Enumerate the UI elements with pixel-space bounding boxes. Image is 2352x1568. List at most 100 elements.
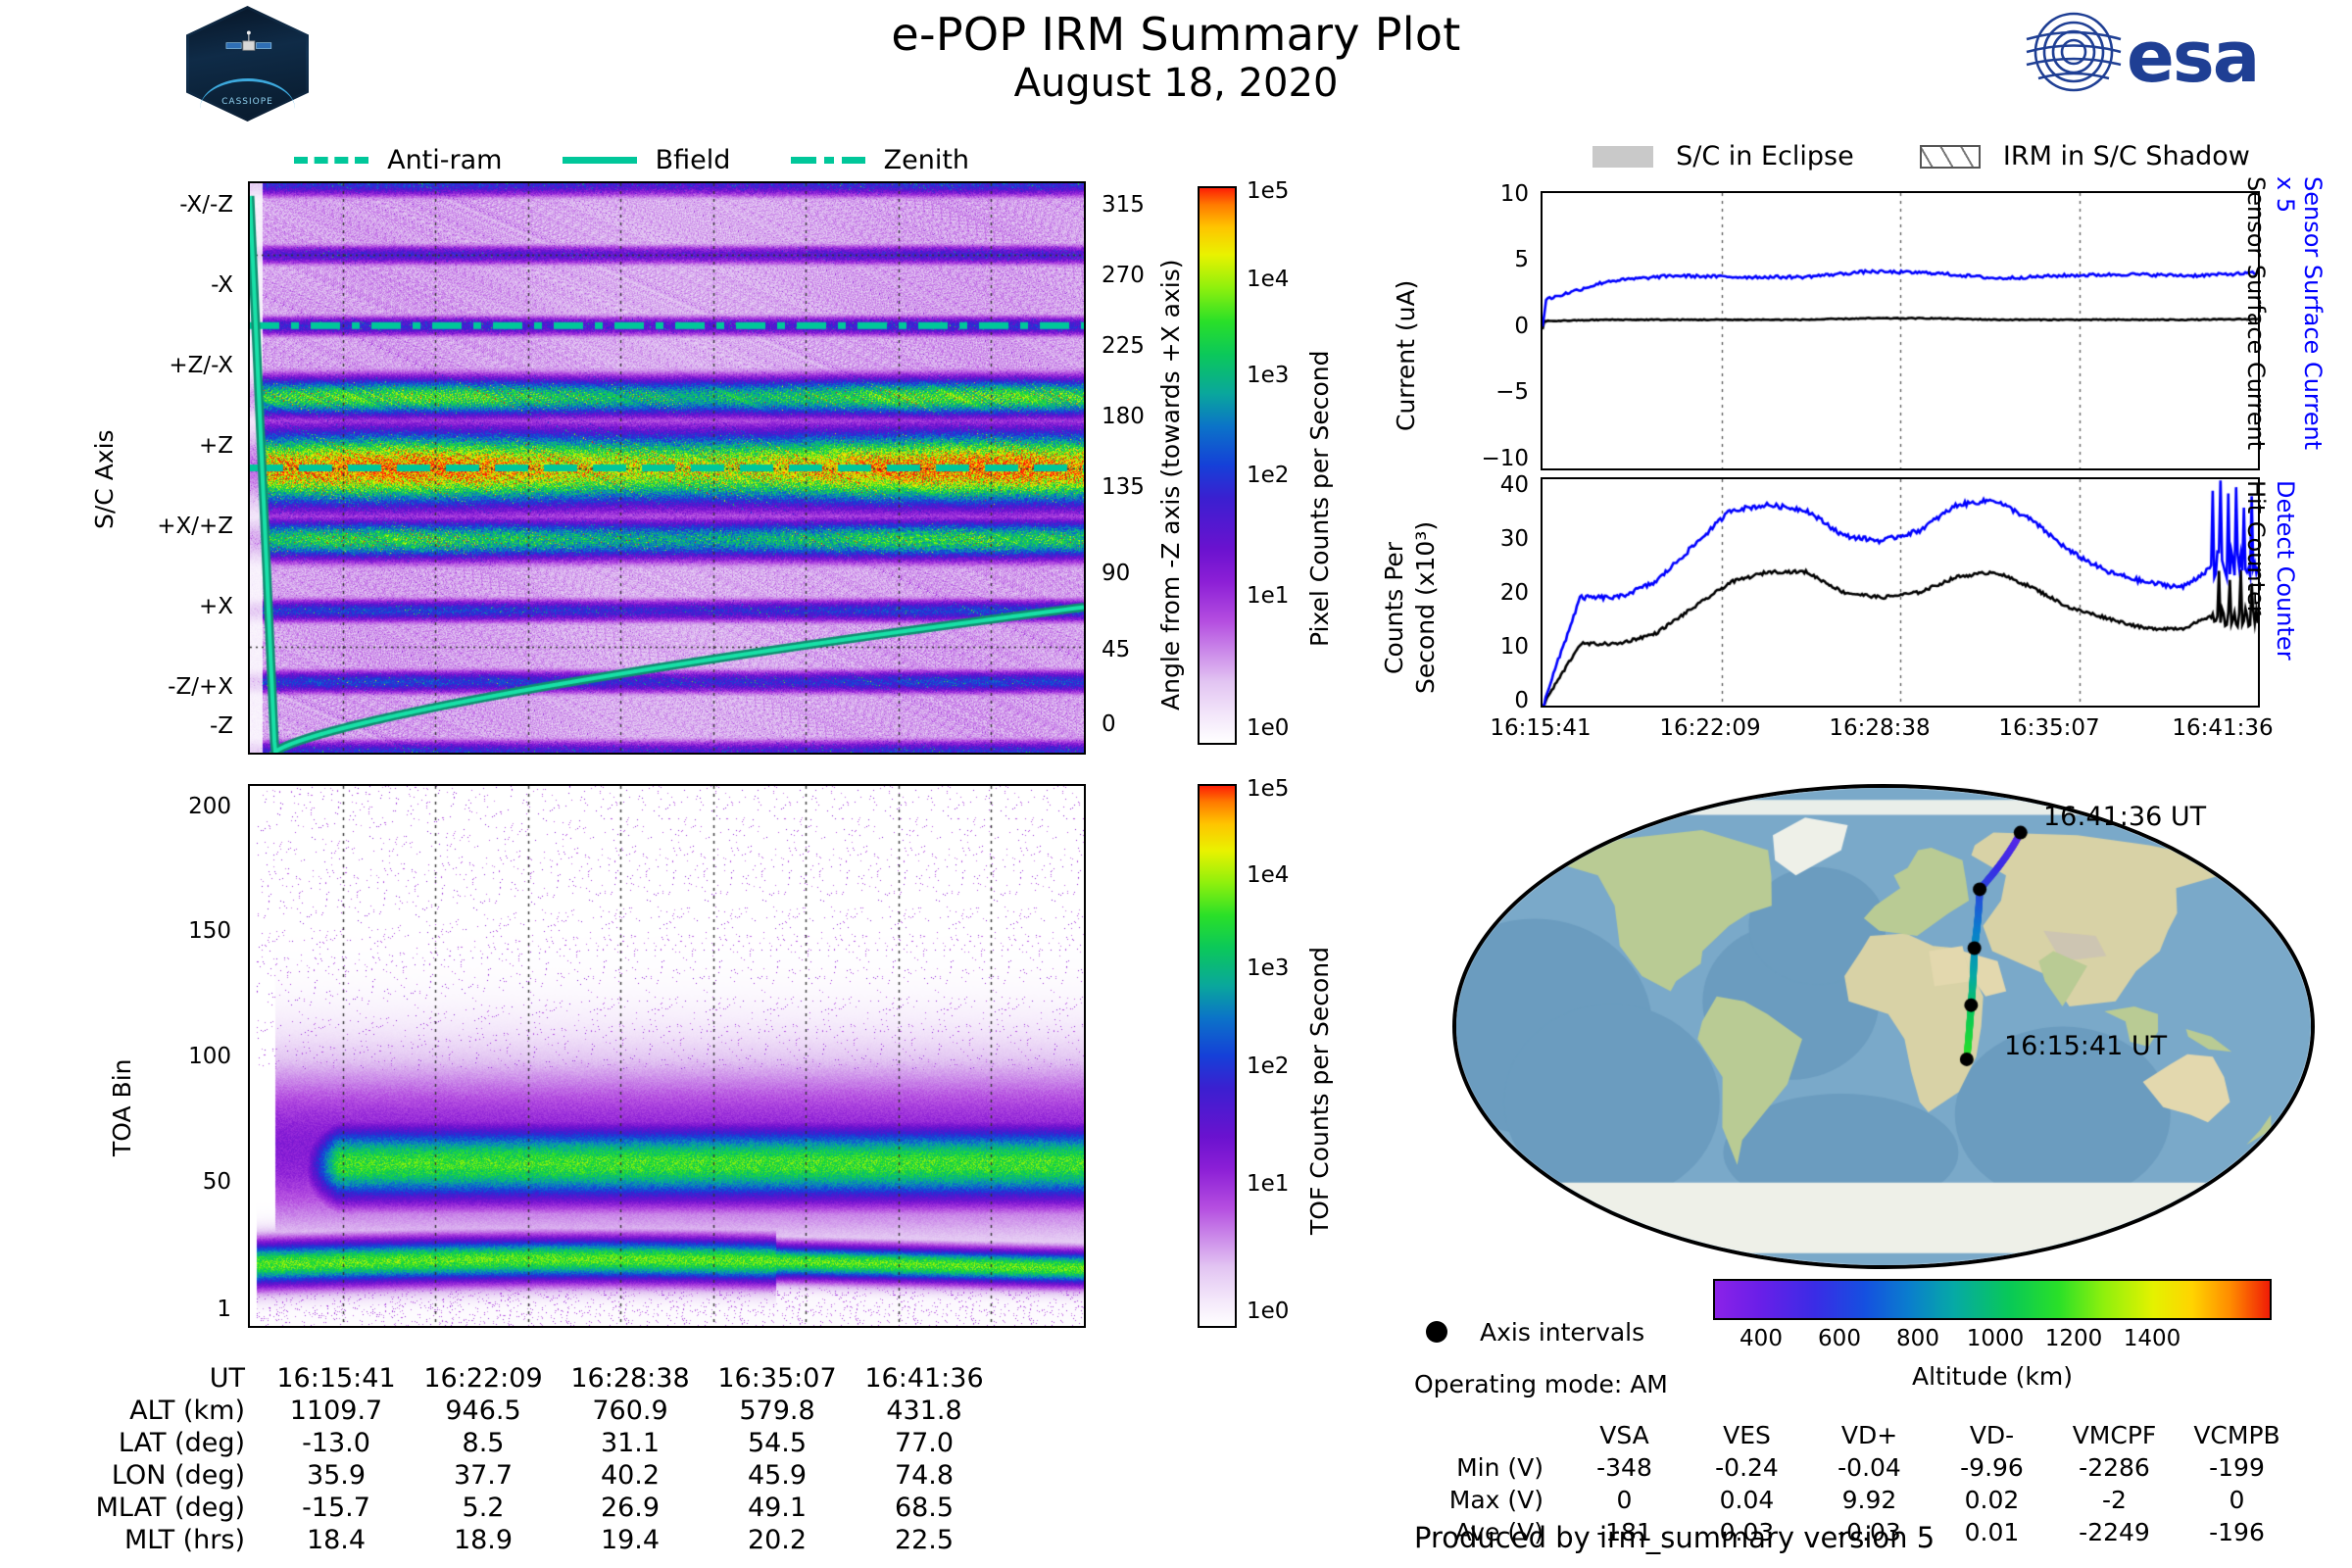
cell-ut-4: 16:41:36 [864, 1363, 984, 1394]
pixel-cbar-tick-1: 1e4 [1247, 267, 1290, 292]
table-row: LAT (deg) -13.0 8.5 31.1 54.5 77.0 [59, 1427, 998, 1459]
cell-mlt-3: 20.2 [747, 1525, 808, 1555]
cell-lat-2: 31.1 [600, 1428, 661, 1458]
cell-max-vsa: 0 [1616, 1486, 1633, 1514]
pixel-colorbar-label: Pixel Counts per Second [1305, 350, 1334, 647]
ground-track-map[interactable] [1452, 784, 2315, 1269]
cell-ut-3: 16:35:07 [717, 1363, 837, 1394]
current-ytick-4: −10 [1481, 446, 1529, 471]
sc-axis-right-tick-2: 225 [1102, 333, 1145, 359]
current-right-label-black: Sensor Surface Current [2242, 176, 2270, 451]
counts-xtick-4: 16:41:36 [2172, 715, 2274, 741]
toa-ytick-1: 150 [188, 918, 231, 944]
cell-lat-3: 54.5 [747, 1428, 808, 1458]
current-plot[interactable] [1541, 191, 2260, 470]
cassiope-logo: CASSIOPE [186, 6, 309, 122]
counts-ytick-2: 20 [1499, 580, 1529, 606]
satellite-icon [225, 30, 272, 51]
cell-ut-1: 16:22:09 [423, 1363, 543, 1394]
col-vsa: VSA [1599, 1421, 1649, 1449]
sc-axis-ytick-6: -Z/+X [168, 674, 233, 700]
row-label-mlt: MLT (hrs) [123, 1525, 245, 1555]
altitude-colorbar [1713, 1279, 2272, 1320]
col-vmcpf: VMCPF [2072, 1421, 2157, 1449]
sc-axis-ytick-7: -Z [209, 713, 233, 739]
cell-alt-3: 579.8 [739, 1396, 815, 1426]
current-ytick-2: 0 [1514, 314, 1529, 339]
counts-xtick-3: 16:35:07 [1998, 715, 2100, 741]
current-ytick-3: −5 [1495, 379, 1529, 405]
col-vdplus: VD+ [1840, 1421, 1898, 1449]
table-row: Max (V) 0 0.04 9.92 0.02 -2 0 [1411, 1484, 2298, 1516]
row-label-lat: LAT (deg) [118, 1428, 245, 1458]
cell-mlt-1: 18.9 [453, 1525, 514, 1555]
voltage-table: VSA VES VD+ VD- VMCPF VCMPB Min (V) -348… [1411, 1419, 2298, 1548]
cell-ave-ves: 0.03 [1719, 1518, 1775, 1546]
esa-logo-text: esa [2127, 16, 2260, 98]
cell-max-vdplus: 9.92 [1841, 1486, 1897, 1514]
alt-cbar-tick-1: 600 [1818, 1326, 1861, 1351]
esa-emblem-icon [2026, 12, 2122, 92]
bfield-line-swatch [562, 157, 637, 164]
toa-ylabel: TOA Bin [108, 1058, 136, 1157]
sc-axis-right-tick-5: 90 [1102, 561, 1131, 586]
operating-mode-label: Operating mode: AM [1414, 1370, 1668, 1398]
cell-mlat-3: 49.1 [747, 1493, 808, 1523]
current-right-label-blue: Sensor Surface Current x 5 [2272, 176, 2327, 451]
toa-ytick-2: 100 [188, 1044, 231, 1069]
cell-mlat-2: 26.9 [600, 1493, 661, 1523]
cell-ave-vmcpf: -2249 [2079, 1518, 2150, 1546]
alt-cbar-tick-0: 400 [1740, 1326, 1783, 1351]
sc-axis-right-tick-6: 45 [1102, 637, 1131, 662]
altitude-colorbar-label: Altitude (km) [1912, 1362, 2073, 1391]
sc-axis-spectrogram[interactable] [248, 181, 1086, 755]
sc-axis-ytick-4: +X/+Z [157, 514, 233, 539]
col-vcmpb: VCMPB [2193, 1421, 2280, 1449]
cell-max-ves: 0.04 [1719, 1486, 1775, 1514]
tof-cbar-tick-2: 1e3 [1247, 956, 1290, 981]
zenith-line-swatch [790, 157, 865, 164]
shadow-hatch-swatch-icon [1919, 144, 1981, 169]
counts-xtick-2: 16:28:38 [1829, 715, 1931, 741]
table-row: ALT (km) 1109.7 946.5 760.9 579.8 431.8 [59, 1395, 998, 1427]
table-header-row: VSA VES VD+ VD- VMCPF VCMPB [1411, 1419, 2298, 1451]
cell-lon-1: 37.7 [453, 1460, 514, 1491]
tof-cbar-tick-3: 1e2 [1247, 1054, 1290, 1079]
cell-lon-3: 45.9 [747, 1460, 808, 1491]
tof-cbar-tick-5: 1e0 [1247, 1298, 1290, 1324]
counts-ylabel-line2: Second (x10³) [1411, 520, 1440, 695]
sc-axis-ytick-5: +X [198, 594, 233, 619]
row-label-min: Min (V) [1456, 1453, 1544, 1482]
counts-xtick-0: 16:15:41 [1490, 715, 1592, 741]
cell-lon-2: 40.2 [600, 1460, 661, 1491]
pixel-cbar-tick-2: 1e3 [1247, 363, 1290, 388]
counts-ytick-1: 30 [1499, 526, 1529, 552]
cell-min-vdplus: -0.04 [1838, 1453, 1901, 1482]
cell-ut-0: 16:15:41 [276, 1363, 396, 1394]
row-label-alt: ALT (km) [129, 1396, 245, 1426]
alt-cbar-tick-2: 800 [1896, 1326, 1939, 1351]
cell-min-vsa: -348 [1596, 1453, 1652, 1482]
cell-alt-1: 946.5 [445, 1396, 521, 1426]
toa-bin-spectrogram[interactable] [248, 784, 1086, 1328]
row-label-max: Max (V) [1448, 1486, 1544, 1514]
tof-cbar-tick-0: 1e5 [1247, 776, 1290, 802]
counts-plot[interactable] [1541, 477, 2260, 708]
legend-label-zenith: Zenith [883, 145, 970, 175]
counts-ytick-0: 40 [1499, 472, 1529, 498]
cell-lat-0: -13.0 [302, 1428, 370, 1458]
legend-label-eclipse: S/C in Eclipse [1676, 141, 1854, 172]
cell-max-vdminus: 0.02 [1964, 1486, 2020, 1514]
esa-logo: esa [2019, 10, 2313, 98]
pixel-cbar-tick-5: 1e0 [1247, 715, 1290, 741]
cell-mlat-1: 5.2 [462, 1493, 505, 1523]
cell-ave-vdminus: 0.01 [1964, 1518, 2020, 1546]
sc-axis-right-tick-4: 135 [1102, 474, 1145, 500]
page-subtitle: August 18, 2020 [1013, 61, 1339, 106]
legend-label-bfield: Bfield [655, 145, 731, 175]
anti-ram-line-swatch [294, 157, 368, 164]
cell-ave-vcmpb: -196 [2209, 1518, 2265, 1546]
cell-ut-2: 16:28:38 [570, 1363, 690, 1394]
counts-ytick-4: 0 [1514, 688, 1529, 713]
cell-mlat-0: -15.7 [302, 1493, 370, 1523]
